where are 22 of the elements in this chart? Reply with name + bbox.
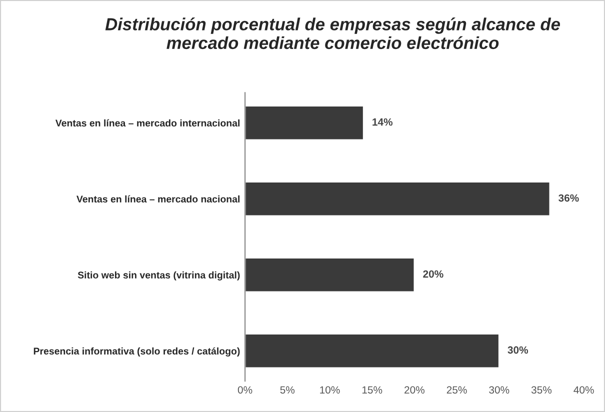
- bar: [245, 181, 551, 217]
- data-label: 30%: [508, 346, 528, 354]
- x-tick-label: 5%: [280, 386, 295, 394]
- data-label: 20%: [423, 270, 444, 278]
- y-tick-label: Ventas en línea – mercado internacional: [55, 119, 240, 127]
- x-tick-label: 15%: [362, 386, 382, 394]
- x-tick-label: 0%: [238, 386, 252, 394]
- data-label: 36%: [558, 194, 579, 202]
- y-tick-label: Ventas en línea – mercado nacional: [76, 195, 240, 203]
- x-tick-label: 25%: [446, 386, 467, 394]
- x-tick-label: 35%: [531, 386, 552, 394]
- y-tick-label: Sitio web sin ventas (vitrina digital): [78, 271, 240, 280]
- bar: [245, 257, 416, 293]
- x-tick-label: 30%: [489, 386, 510, 394]
- x-tick-label: 20%: [404, 386, 424, 394]
- data-label: 14%: [372, 118, 393, 126]
- bar: [245, 333, 500, 369]
- x-tick-label: 40%: [574, 386, 594, 394]
- bar: [245, 105, 364, 141]
- chart-title: Distribución porcentual de empresas según alcance de mercado mediante comercio electrónico: [105, 18, 560, 50]
- y-tick-label: Presencia informativa (solo redes / catálogo): [34, 347, 240, 357]
- x-tick-label: 10%: [320, 386, 340, 394]
